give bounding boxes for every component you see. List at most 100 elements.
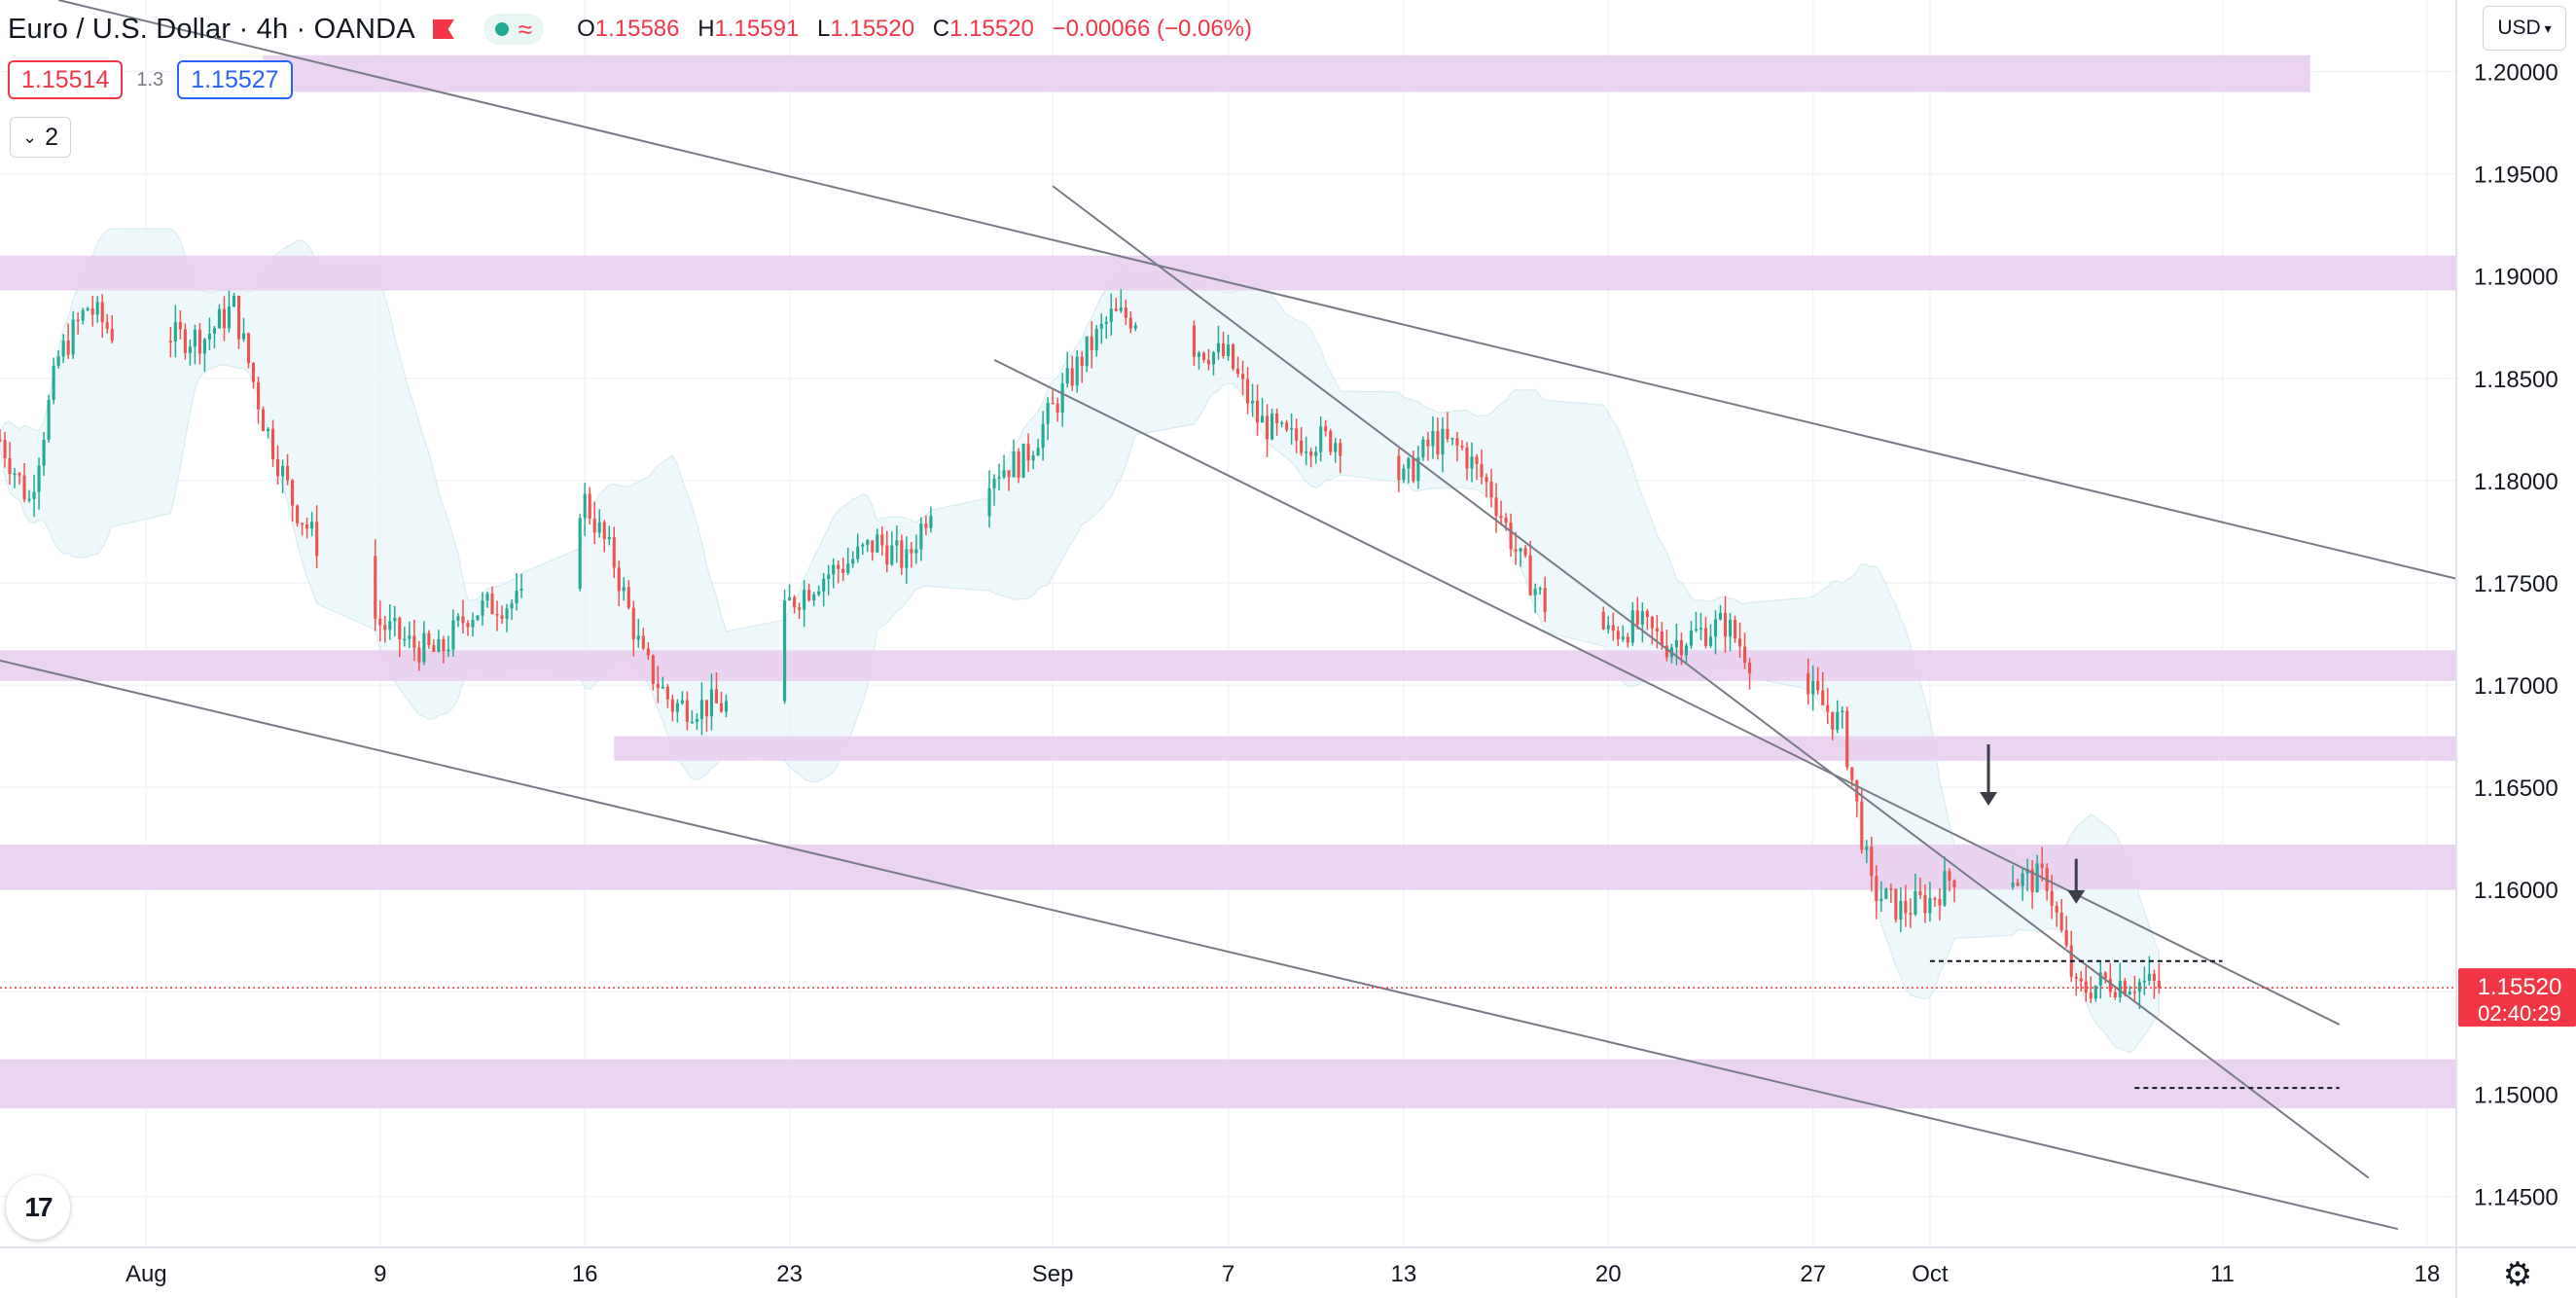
candle-body	[56, 356, 60, 366]
candle-body	[987, 487, 991, 517]
candle-body	[680, 700, 684, 703]
candle-body	[1943, 871, 1947, 906]
candle-body	[612, 536, 616, 568]
trendline	[993, 358, 2341, 1026]
candle-body	[592, 518, 596, 533]
candle-body	[71, 319, 75, 355]
gear-icon[interactable]: ⚙	[2502, 1256, 2533, 1293]
x-tick-label: 13	[1391, 1261, 1417, 1287]
candle-body	[1046, 402, 1050, 424]
candle-body	[173, 322, 177, 342]
candle-body	[178, 322, 182, 330]
candle-body	[1470, 456, 1474, 469]
x-tick-label: 20	[1595, 1261, 1622, 1287]
candle-body	[597, 522, 601, 533]
candle-body	[890, 545, 894, 565]
candle-body	[1807, 673, 1810, 695]
y-tick-label: 1.17500	[2474, 571, 2558, 597]
candle-body	[1104, 321, 1108, 324]
candle-body	[841, 568, 845, 573]
candle-body	[1465, 448, 1469, 469]
candle-body	[281, 465, 285, 477]
candle-body	[1855, 779, 1859, 802]
candle-body	[2055, 905, 2058, 913]
candle-body	[1703, 628, 1708, 646]
candle-body	[1718, 613, 1723, 620]
indicators-toggle-button[interactable]: ⌄ 2	[10, 117, 71, 158]
candle-body	[1689, 631, 1693, 646]
candle-body	[378, 618, 382, 626]
candle-body	[1080, 356, 1084, 367]
candle-body	[207, 333, 211, 340]
candle-body	[388, 621, 392, 631]
candle-body	[1275, 414, 1279, 424]
candle-body	[1948, 871, 1951, 881]
candle-body	[315, 522, 319, 557]
support-resistance-zone	[0, 255, 2456, 291]
candle-body	[588, 493, 591, 519]
high-label: H	[698, 16, 715, 42]
candle-body	[1626, 636, 1629, 643]
last-price-value: 1.15520	[2478, 974, 2562, 1000]
candle-body	[1397, 455, 1401, 481]
candle-body	[1538, 588, 1542, 590]
x-tick-label: 18	[2415, 1261, 2441, 1287]
candle-body	[1090, 336, 1093, 351]
candle-body	[1679, 640, 1683, 656]
candle-body	[427, 632, 431, 646]
candle-body	[1480, 463, 1484, 478]
symbol-legend: Euro / U.S. Dollar · 4h · OANDA ≈ O1.155…	[8, 10, 1252, 49]
candle-body	[1606, 625, 1610, 630]
y-tick-label: 1.18500	[2474, 367, 2558, 393]
candle-body	[47, 400, 51, 440]
x-tick-label: Oct	[1912, 1261, 1949, 1287]
candle-body	[1494, 497, 1498, 517]
currency-select[interactable]: USD ▾	[2483, 6, 2566, 51]
candle-body	[266, 428, 270, 432]
buy-price-button[interactable]: 1.15527	[177, 60, 293, 99]
candle-body	[695, 718, 698, 722]
candle-body	[90, 307, 94, 315]
candle-body	[1055, 403, 1059, 414]
candle-body	[1621, 636, 1625, 639]
candle-body	[408, 635, 411, 639]
open-value: 1.15586	[594, 16, 680, 42]
candle-body	[18, 473, 21, 476]
candle-body	[305, 524, 309, 529]
market-status-pill[interactable]: ≈	[483, 14, 545, 45]
candle-body	[476, 615, 480, 621]
candle-body	[724, 701, 729, 712]
chevron-down-icon: ▾	[2544, 19, 2552, 36]
candle-body	[636, 635, 640, 640]
sell-price-button[interactable]: 1.15514	[8, 60, 124, 99]
candle-body	[1314, 451, 1318, 456]
candle-body	[997, 477, 1001, 479]
candle-body	[2021, 873, 2024, 886]
candle-body	[1611, 625, 1615, 631]
candle-body	[510, 603, 514, 609]
candle-body	[699, 700, 703, 719]
y-tick-label: 1.15000	[2474, 1082, 2558, 1108]
flag-icon[interactable]	[432, 19, 454, 39]
candle-body	[490, 594, 494, 615]
candle-body	[690, 721, 694, 724]
candle-body	[1938, 899, 1942, 906]
candle-body	[2084, 981, 2088, 993]
candle-body	[793, 596, 797, 608]
candle-body	[432, 645, 436, 652]
candle-body	[1407, 457, 1411, 469]
candle-body	[607, 536, 611, 540]
candle-body	[481, 600, 484, 616]
symbol-title[interactable]: Euro / U.S. Dollar · 4h · OANDA	[8, 13, 415, 45]
candle-body	[1811, 680, 1815, 695]
candle-body	[241, 333, 246, 340]
candle-body	[1742, 646, 1747, 664]
candle-body	[880, 534, 884, 546]
candle-body	[895, 540, 899, 546]
y-tick-label: 1.17000	[2474, 673, 2558, 700]
candle-body	[1504, 518, 1508, 523]
candle-body	[827, 574, 831, 579]
arrow-head-icon	[1980, 792, 1998, 807]
tradingview-logo[interactable]: 17	[6, 1175, 70, 1240]
